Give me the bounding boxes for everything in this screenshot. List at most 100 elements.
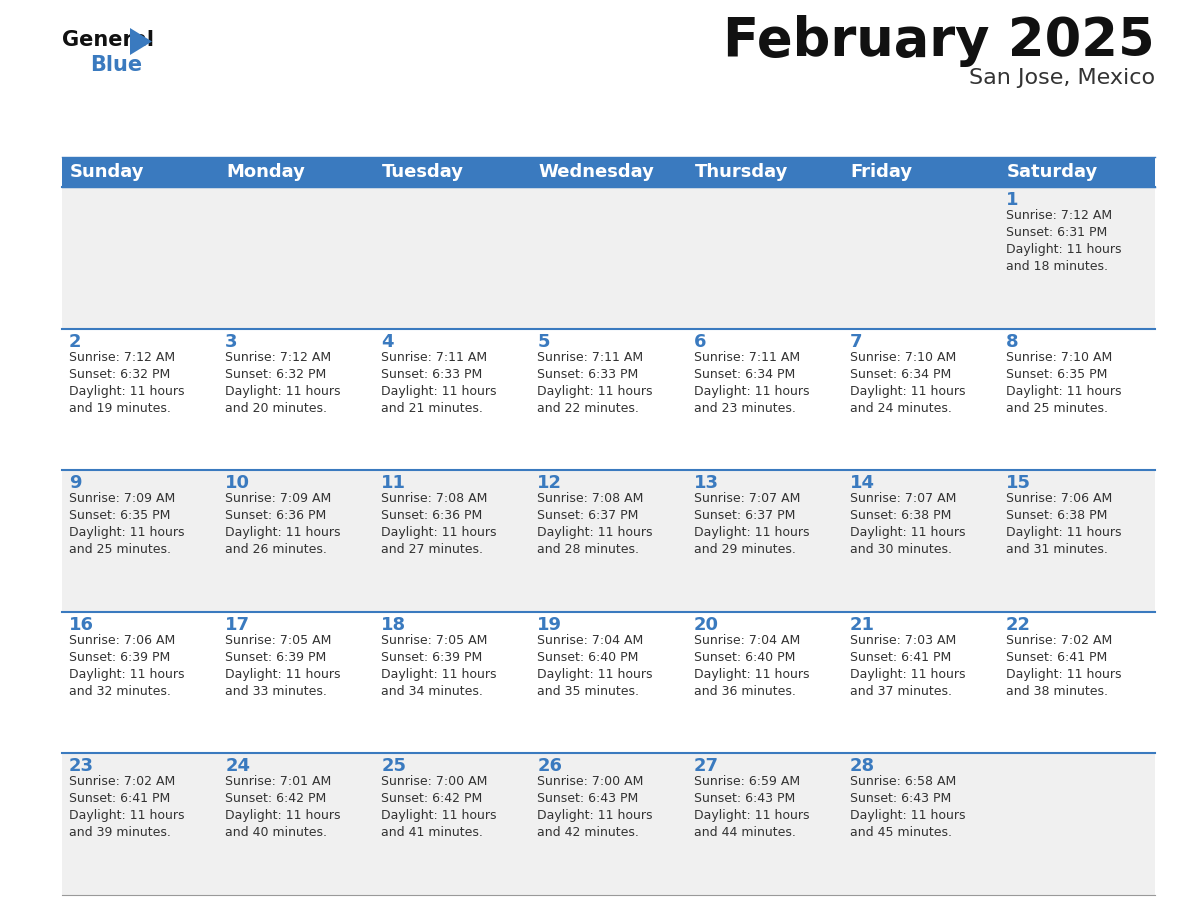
Text: Daylight: 11 hours: Daylight: 11 hours [694, 667, 809, 681]
Text: and 37 minutes.: and 37 minutes. [849, 685, 952, 698]
Text: 4: 4 [381, 332, 393, 351]
Bar [374, 329, 530, 470]
Text: Saturday: Saturday [1007, 163, 1098, 181]
Bar [62, 187, 219, 329]
Bar [842, 470, 999, 611]
Text: 1: 1 [1006, 191, 1018, 209]
Bar [374, 157, 530, 187]
Bar [530, 157, 687, 187]
Text: Sunset: 6:37 PM: Sunset: 6:37 PM [537, 509, 639, 522]
Bar [374, 470, 530, 611]
Bar [687, 611, 842, 754]
Text: Daylight: 11 hours: Daylight: 11 hours [381, 526, 497, 539]
Text: Daylight: 11 hours: Daylight: 11 hours [1006, 667, 1121, 681]
Text: 22: 22 [1006, 616, 1031, 633]
Text: Sunrise: 7:07 AM: Sunrise: 7:07 AM [694, 492, 800, 505]
Bar [219, 470, 374, 611]
Bar [374, 187, 530, 329]
Text: Sunset: 6:35 PM: Sunset: 6:35 PM [69, 509, 170, 522]
Text: and 30 minutes.: and 30 minutes. [849, 543, 952, 556]
Text: Daylight: 11 hours: Daylight: 11 hours [849, 667, 965, 681]
Text: General: General [62, 30, 154, 50]
Text: and 45 minutes.: and 45 minutes. [849, 826, 952, 839]
Text: Daylight: 11 hours: Daylight: 11 hours [69, 810, 184, 823]
Text: Sunset: 6:41 PM: Sunset: 6:41 PM [849, 651, 950, 664]
Bar [374, 754, 530, 895]
Bar [219, 157, 374, 187]
Text: 19: 19 [537, 616, 562, 633]
Text: 2: 2 [69, 332, 82, 351]
Bar [530, 611, 687, 754]
Text: Sunset: 6:33 PM: Sunset: 6:33 PM [537, 367, 639, 381]
Text: and 38 minutes.: and 38 minutes. [1006, 685, 1108, 698]
Text: Sunrise: 7:10 AM: Sunrise: 7:10 AM [1006, 351, 1112, 364]
Text: Sunrise: 7:09 AM: Sunrise: 7:09 AM [226, 492, 331, 505]
Text: 21: 21 [849, 616, 874, 633]
Text: 12: 12 [537, 475, 562, 492]
Text: Sunrise: 7:01 AM: Sunrise: 7:01 AM [226, 776, 331, 789]
Bar [999, 329, 1155, 470]
Text: and 41 minutes.: and 41 minutes. [381, 826, 484, 839]
Bar [62, 157, 219, 187]
Text: San Jose, Mexico: San Jose, Mexico [969, 68, 1155, 88]
Text: Sunset: 6:43 PM: Sunset: 6:43 PM [537, 792, 639, 805]
Text: Sunrise: 7:12 AM: Sunrise: 7:12 AM [1006, 209, 1112, 222]
Text: Sunset: 6:36 PM: Sunset: 6:36 PM [226, 509, 327, 522]
Text: Daylight: 11 hours: Daylight: 11 hours [537, 810, 653, 823]
Text: and 20 minutes.: and 20 minutes. [226, 401, 327, 415]
Text: 8: 8 [1006, 332, 1018, 351]
Text: Sunrise: 7:07 AM: Sunrise: 7:07 AM [849, 492, 956, 505]
Text: Daylight: 11 hours: Daylight: 11 hours [69, 526, 184, 539]
Text: Sunset: 6:33 PM: Sunset: 6:33 PM [381, 367, 482, 381]
Bar [62, 470, 219, 611]
Text: Daylight: 11 hours: Daylight: 11 hours [226, 385, 341, 397]
Text: Sunset: 6:37 PM: Sunset: 6:37 PM [694, 509, 795, 522]
Text: and 25 minutes.: and 25 minutes. [69, 543, 171, 556]
Text: 5: 5 [537, 332, 550, 351]
Text: Daylight: 11 hours: Daylight: 11 hours [537, 667, 653, 681]
Text: and 27 minutes.: and 27 minutes. [381, 543, 484, 556]
Text: Sunset: 6:39 PM: Sunset: 6:39 PM [226, 651, 327, 664]
Text: Daylight: 11 hours: Daylight: 11 hours [226, 810, 341, 823]
Text: and 35 minutes.: and 35 minutes. [537, 685, 639, 698]
Text: 11: 11 [381, 475, 406, 492]
Text: and 21 minutes.: and 21 minutes. [381, 401, 484, 415]
Text: Daylight: 11 hours: Daylight: 11 hours [381, 667, 497, 681]
Text: and 42 minutes.: and 42 minutes. [537, 826, 639, 839]
Text: Daylight: 11 hours: Daylight: 11 hours [694, 385, 809, 397]
Bar [842, 611, 999, 754]
Text: Daylight: 11 hours: Daylight: 11 hours [849, 385, 965, 397]
Text: and 31 minutes.: and 31 minutes. [1006, 543, 1107, 556]
Bar [530, 754, 687, 895]
Text: Sunrise: 7:09 AM: Sunrise: 7:09 AM [69, 492, 176, 505]
Bar [842, 754, 999, 895]
Text: 20: 20 [694, 616, 719, 633]
Text: Thursday: Thursday [695, 163, 788, 181]
Text: Daylight: 11 hours: Daylight: 11 hours [1006, 526, 1121, 539]
Text: Tuesday: Tuesday [383, 163, 465, 181]
Text: Daylight: 11 hours: Daylight: 11 hours [694, 526, 809, 539]
Text: 24: 24 [226, 757, 251, 776]
Text: Daylight: 11 hours: Daylight: 11 hours [226, 667, 341, 681]
Text: 15: 15 [1006, 475, 1031, 492]
Text: Sunrise: 7:05 AM: Sunrise: 7:05 AM [226, 633, 331, 647]
Text: Sunset: 6:38 PM: Sunset: 6:38 PM [849, 509, 952, 522]
Bar [842, 329, 999, 470]
Text: Sunrise: 7:08 AM: Sunrise: 7:08 AM [381, 492, 487, 505]
Text: Sunrise: 7:11 AM: Sunrise: 7:11 AM [537, 351, 644, 364]
Bar [530, 329, 687, 470]
Text: Sunset: 6:38 PM: Sunset: 6:38 PM [1006, 509, 1107, 522]
Text: Sunset: 6:43 PM: Sunset: 6:43 PM [694, 792, 795, 805]
Text: Sunrise: 7:04 AM: Sunrise: 7:04 AM [694, 633, 800, 647]
Bar [530, 470, 687, 611]
Text: Sunrise: 7:08 AM: Sunrise: 7:08 AM [537, 492, 644, 505]
Text: Sunset: 6:40 PM: Sunset: 6:40 PM [694, 651, 795, 664]
Text: Sunset: 6:32 PM: Sunset: 6:32 PM [226, 367, 327, 381]
Text: Sunset: 6:39 PM: Sunset: 6:39 PM [69, 651, 170, 664]
Text: Sunset: 6:42 PM: Sunset: 6:42 PM [381, 792, 482, 805]
Polygon shape [129, 28, 152, 55]
Text: Sunrise: 6:59 AM: Sunrise: 6:59 AM [694, 776, 800, 789]
Text: Daylight: 11 hours: Daylight: 11 hours [381, 385, 497, 397]
Text: 17: 17 [226, 616, 251, 633]
Text: 14: 14 [849, 475, 874, 492]
